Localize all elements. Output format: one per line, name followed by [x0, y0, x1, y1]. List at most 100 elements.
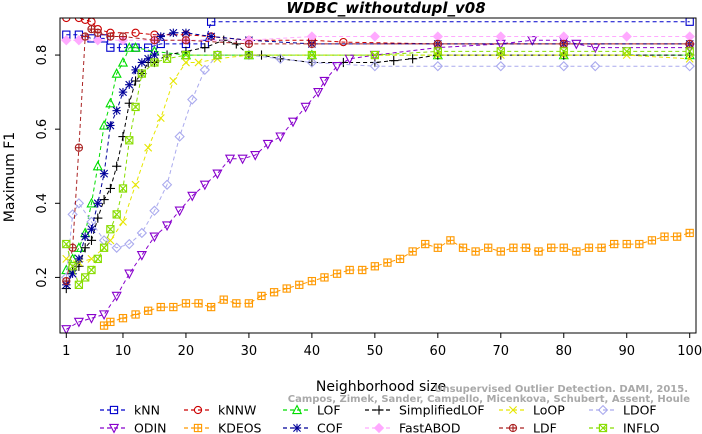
data-point-ldf [150, 36, 159, 45]
data-point-knnw [87, 18, 96, 26]
data-point-loop [156, 114, 165, 123]
data-point-odin [319, 76, 330, 87]
series-line-cof [65, 32, 690, 286]
data-point-lof [111, 68, 122, 78]
data-point-ldof [212, 49, 223, 61]
data-point-loop [685, 54, 694, 63]
legend-item-knnw: kNNW [184, 403, 256, 418]
legend-label-ldf: LDF [533, 421, 557, 434]
data-point-kdeos [685, 228, 694, 238]
legend-item-ldf: LDF [499, 421, 557, 434]
data-point-simplifiedlof [389, 56, 399, 66]
data-point-ldof [136, 227, 148, 239]
data-point-ldf [74, 143, 84, 152]
data-point-odin [331, 62, 343, 72]
data-point-inflo [244, 50, 254, 60]
data-point-odin [187, 191, 198, 202]
legend-label-knn: kNN [134, 403, 160, 418]
data-point-kdeos [257, 291, 266, 301]
data-point-ldf [181, 36, 191, 45]
x-tick-label: 80 [555, 344, 572, 359]
y-axis: 0.2 0.4 0.6 0.8 [35, 45, 60, 288]
series-simplifiedlof [61, 35, 695, 294]
data-point-ldof [369, 60, 381, 72]
legend: kNN kNNW LOF SimplifiedLOF LoOP LDOF ODIN KDEOS… [100, 403, 660, 434]
data-point-kdeos [635, 239, 644, 249]
chart-title: WDBC_withoutdupl_v08 [286, 0, 485, 17]
data-point-inflo [433, 47, 442, 56]
data-point-inflo [99, 243, 109, 252]
data-point-inflo [685, 47, 694, 56]
data-point-kdeos [471, 247, 480, 256]
data-point-kdeos [672, 232, 682, 241]
legend-marker-cof [292, 423, 302, 433]
series-line-lof [65, 47, 690, 271]
data-point-fastabod [621, 31, 632, 42]
y-tick-label: 0.2 [35, 267, 50, 288]
data-point-kdeos [131, 310, 140, 319]
data-point-fastabod [495, 31, 506, 42]
y-tick-label: 0.6 [35, 119, 50, 140]
data-point-ldof [111, 242, 122, 253]
data-point-ldf [118, 32, 128, 41]
data-point-odin [199, 180, 210, 191]
data-point-inflo [106, 225, 115, 234]
data-point-kdeos [597, 243, 606, 252]
data-point-kdeos [370, 262, 380, 271]
data-point-inflo [112, 210, 121, 219]
data-point-simplifiedlof [408, 54, 418, 64]
legend-marker-odin [108, 423, 120, 434]
data-point-inflo [125, 136, 134, 145]
data-point-kdeos [206, 302, 216, 312]
data-point-kdeos [282, 284, 291, 293]
data-point-ldof [495, 60, 506, 72]
legend-item-odin: ODIN [100, 421, 167, 434]
legend-label-ldof: LDOF [623, 403, 657, 418]
y-tick-label: 0.4 [35, 193, 50, 214]
data-point-odin [149, 232, 160, 243]
data-point-cof [106, 121, 115, 130]
data-point-kdeos [358, 265, 367, 275]
x-tick-label: 1 [62, 344, 70, 359]
legend-marker-knn [109, 405, 119, 415]
legend-item-inflo: INFLO [589, 421, 660, 434]
data-point-knnw [339, 37, 348, 47]
legend-item-simplifiedlof: SimplifiedLOF [365, 403, 485, 418]
plot-frame [59, 17, 697, 334]
data-point-fastabod [92, 35, 103, 46]
legend-marker-fastabod [373, 422, 385, 434]
x-tick-label: 50 [367, 344, 384, 359]
series-kdeos [99, 228, 694, 330]
data-point-kdeos [408, 247, 417, 256]
data-point-kdeos [332, 269, 342, 278]
data-point-kdeos [106, 317, 115, 327]
data-point-kdeos [219, 295, 228, 304]
data-point-cof [125, 80, 134, 89]
data-point-kdeos [232, 299, 241, 308]
data-point-kdeos [169, 302, 178, 312]
data-point-odin [61, 325, 72, 333]
legend-marker-kdeos [193, 423, 203, 433]
data-point-fastabod [684, 31, 695, 42]
y-axis-label: Maximum F1 [2, 132, 18, 222]
data-point-ldf [62, 276, 71, 286]
data-point-kdeos [660, 232, 669, 241]
data-point-odin [250, 150, 261, 161]
data-point-fastabod [369, 31, 381, 42]
x-tick-label: 10 [115, 344, 132, 359]
data-point-odin [86, 314, 97, 324]
data-point-cof [112, 106, 121, 115]
data-point-kdeos [307, 276, 317, 286]
legend-marker-knnw [193, 405, 203, 415]
data-point-kdeos [509, 243, 518, 252]
data-point-ldof [187, 94, 198, 105]
data-point-inflo [181, 50, 191, 60]
data-point-odin [313, 87, 324, 98]
data-point-ldf [106, 32, 115, 41]
data-point-inflo [137, 69, 147, 78]
legend-label-odin: ODIN [134, 421, 167, 434]
x-tick-label: 60 [430, 344, 447, 359]
data-point-ldf [244, 39, 254, 49]
credit-line-2: Campos, Zimek, Sander, Campello, Micenko… [288, 394, 690, 405]
